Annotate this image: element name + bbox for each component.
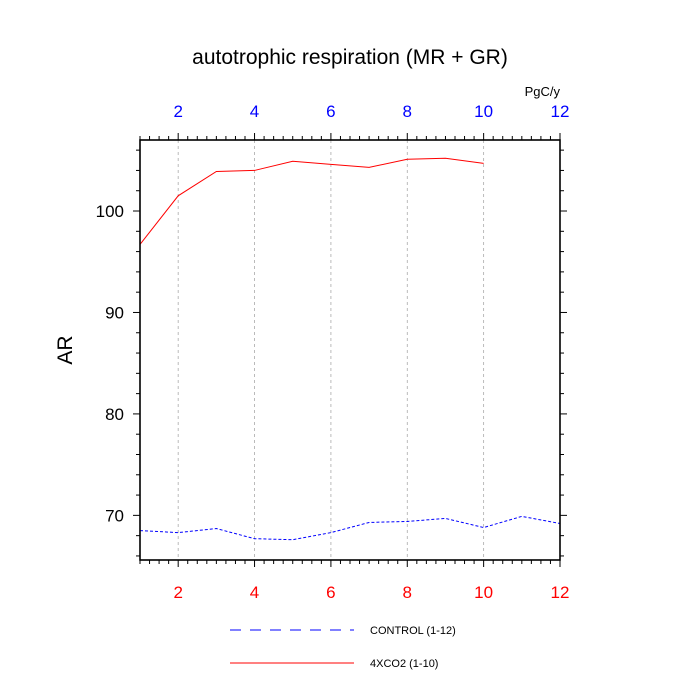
tick-labels: 2 2 4 4 6 6 8 8 10 10 12 12 70 80 90 100 — [96, 102, 570, 602]
y-axis-label: AR — [54, 335, 77, 364]
series-line — [139, 515, 561, 541]
x-tick-label-bottom: 12 — [551, 583, 570, 602]
x-tick-label-bottom: 6 — [326, 583, 335, 602]
y-tick-label: 100 — [96, 202, 124, 221]
y-tick-label: 80 — [105, 405, 124, 424]
grid — [177, 140, 485, 560]
units-label: PgC/y — [525, 84, 561, 99]
x-tick-label-top: 10 — [474, 102, 493, 121]
legend: CONTROL (1-12) 4XCO2 (1-10) — [230, 625, 456, 670]
x-tick-label-bottom: 10 — [474, 583, 493, 602]
x-tick-label-top: 8 — [403, 102, 412, 121]
legend-label: CONTROL (1-12) — [370, 625, 456, 637]
x-tick-label-top: 2 — [173, 102, 182, 121]
x-tick-label-top: 12 — [551, 102, 570, 121]
x-tick-label-bottom: 4 — [250, 583, 259, 602]
x-tick-label-bottom: 2 — [173, 583, 182, 602]
series-line — [139, 157, 484, 245]
x-tick-label-top: 6 — [326, 102, 335, 121]
x-tick-label-top: 4 — [250, 102, 259, 121]
axis-ticks — [133, 133, 567, 567]
y-tick-label: 70 — [105, 506, 124, 525]
legend-label: 4XCO2 (1-10) — [370, 658, 438, 670]
x-tick-label-bottom: 8 — [403, 583, 412, 602]
series-lines — [139, 157, 561, 541]
chart-title: autotrophic respiration (MR + GR) — [192, 46, 508, 69]
y-tick-label: 90 — [105, 303, 124, 322]
plot-frame — [139, 139, 561, 561]
